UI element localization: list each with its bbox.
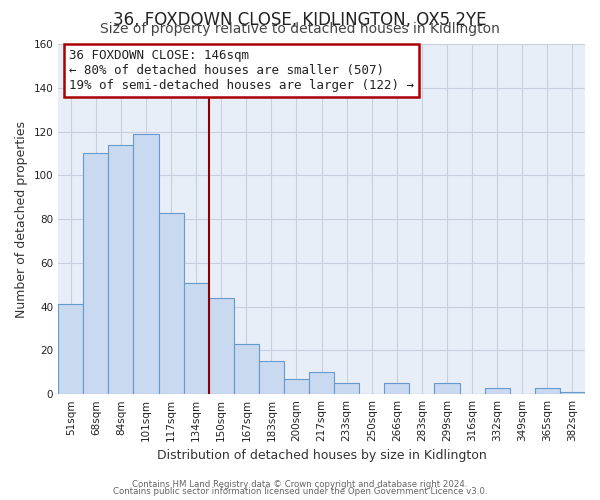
Bar — [58, 304, 83, 394]
Bar — [259, 362, 284, 394]
Bar — [535, 388, 560, 394]
Bar — [184, 282, 209, 394]
Bar — [83, 154, 109, 394]
Bar — [209, 298, 234, 394]
Bar — [109, 144, 133, 394]
Text: 36, FOXDOWN CLOSE, KIDLINGTON, OX5 2YE: 36, FOXDOWN CLOSE, KIDLINGTON, OX5 2YE — [113, 11, 487, 29]
Bar — [334, 383, 359, 394]
Bar — [234, 344, 259, 394]
Text: Size of property relative to detached houses in Kidlington: Size of property relative to detached ho… — [100, 22, 500, 36]
Bar — [284, 379, 309, 394]
Bar — [385, 383, 409, 394]
Bar — [309, 372, 334, 394]
Bar — [434, 383, 460, 394]
Text: 36 FOXDOWN CLOSE: 146sqm
← 80% of detached houses are smaller (507)
19% of semi-: 36 FOXDOWN CLOSE: 146sqm ← 80% of detach… — [69, 50, 414, 92]
X-axis label: Distribution of detached houses by size in Kidlington: Distribution of detached houses by size … — [157, 450, 487, 462]
Y-axis label: Number of detached properties: Number of detached properties — [15, 120, 28, 318]
Text: Contains HM Land Registry data © Crown copyright and database right 2024.: Contains HM Land Registry data © Crown c… — [132, 480, 468, 489]
Bar — [133, 134, 158, 394]
Bar — [485, 388, 510, 394]
Bar — [560, 392, 585, 394]
Text: Contains public sector information licensed under the Open Government Licence v3: Contains public sector information licen… — [113, 488, 487, 496]
Bar — [158, 212, 184, 394]
